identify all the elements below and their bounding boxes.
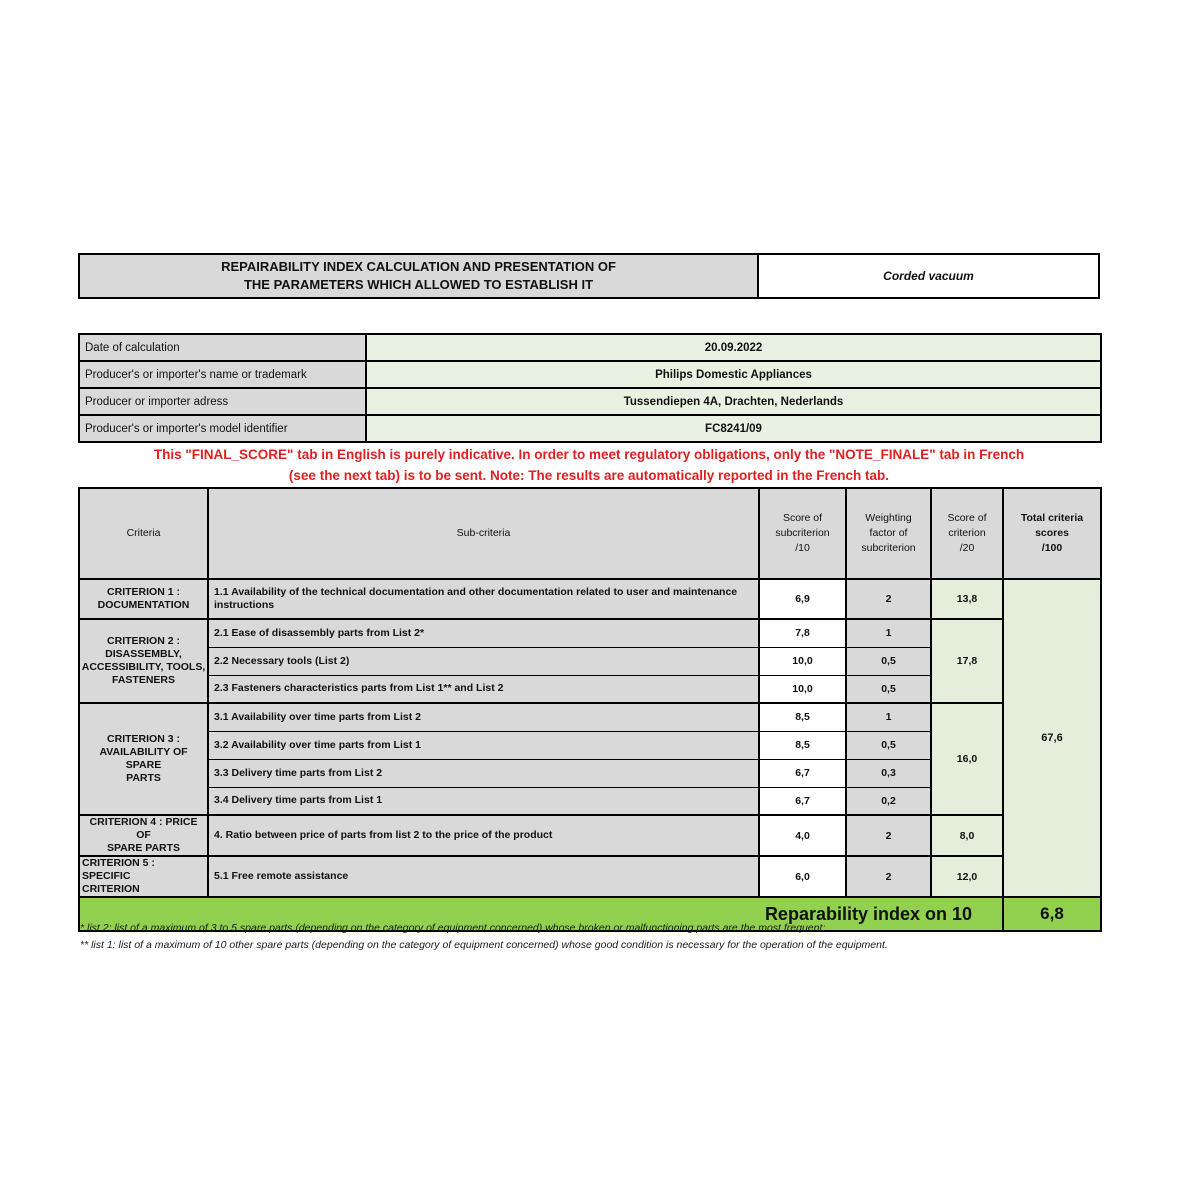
info-value-date: 20.09.2022: [365, 333, 1102, 362]
info-value-producer-name: Philips Domestic Appliances: [365, 360, 1102, 389]
table-row: CRITERION 4 : PRICE OF SPARE PARTS 4. Ra…: [78, 814, 1101, 857]
info-value-model-identifier: FC8241/09: [365, 414, 1102, 443]
criterion-2-score: 17,8: [930, 618, 1004, 704]
total-criteria-score: 67,6: [1002, 578, 1102, 898]
score-3-1: 8,5: [758, 702, 847, 732]
regulatory-notice: This "FINAL_SCORE" tab in English is pur…: [78, 444, 1100, 486]
weight-3-4: 0,2: [845, 786, 932, 816]
subcriterion-3-1: 3.1 Availability over time parts from Li…: [207, 702, 760, 732]
document-title-line2: THE PARAMETERS WHICH ALLOWED TO ESTABLIS…: [243, 277, 594, 292]
header-total-criteria-scores: Total criteria scores /100: [1002, 487, 1102, 580]
table-header-row: Criteria Sub-criteria Score of subcriter…: [78, 487, 1102, 580]
table-row: CRITERION 2 : DISASSEMBLY, ACCESSIBILITY…: [78, 618, 1101, 704]
document-title-line1: REPAIRABILITY INDEX CALCULATION AND PRES…: [221, 259, 616, 274]
footnote-list2: * list 2: list of a maximum of 3 to 5 sp…: [80, 922, 826, 934]
subcriterion-2-3: 2.3 Fasteners characteristics parts from…: [207, 674, 760, 704]
subcriterion-3-3: 3.3 Delivery time parts from List 2: [207, 758, 760, 788]
reparability-index-value: 6,8: [1002, 896, 1102, 932]
header-weighting-factor: Weighting factor of subcriterion: [845, 487, 932, 580]
subcriterion-2-1: 2.1 Ease of disassembly parts from List …: [207, 618, 760, 648]
subcriterion-3-4: 3.4 Delivery time parts from List 1: [207, 786, 760, 816]
criteria-score-table: Criteria Sub-criteria Score of subcriter…: [78, 487, 1102, 932]
weight-3-3: 0,3: [845, 758, 932, 788]
weight-1-1: 2: [845, 578, 932, 620]
table-row: 3.4 Delivery time parts from List 1 6,7 …: [79, 786, 1101, 816]
table-row: Producer's or importer's name or tradema…: [78, 360, 1102, 389]
weight-3-1: 1: [845, 702, 932, 732]
subcriterion-5-1: 5.1 Free remote assistance: [207, 855, 760, 898]
table-row: 3.2 Availability over time parts from Li…: [79, 730, 1101, 760]
table-row: Producer or importer adress Tussendiepen…: [78, 387, 1102, 416]
criterion-3-score: 16,0: [930, 702, 1004, 816]
score-2-2: 10,0: [758, 646, 847, 676]
score-2-1: 7,8: [758, 618, 847, 648]
info-value-producer-address: Tussendiepen 4A, Drachten, Nederlands: [365, 387, 1102, 416]
subcriterion-2-2: 2.2 Necessary tools (List 2): [207, 646, 760, 676]
subcriterion-1-1: 1.1 Availability of the technical docume…: [207, 578, 760, 620]
table-row: CRITERION 5 : SPECIFIC CRITERION 5.1 Fre…: [78, 855, 1101, 898]
table-row: Producer's or importer's model identifie…: [78, 414, 1102, 443]
info-label-model-identifier: Producer's or importer's model identifie…: [78, 414, 367, 443]
score-2-3: 10,0: [758, 674, 847, 704]
table-row: CRITERION 1 : DOCUMENTATION 1.1 Availabi…: [78, 578, 1102, 898]
info-label-producer-address: Producer or importer adress: [78, 387, 367, 416]
score-1-1: 6,9: [758, 578, 847, 620]
footnote-list1: ** list 1: list of a maximum of 10 other…: [80, 939, 888, 951]
criterion-4-score: 8,0: [930, 814, 1004, 857]
score-3-4: 6,7: [758, 786, 847, 816]
header-score-subcriterion: Score of subcriterion /10: [758, 487, 847, 580]
regulatory-notice-line2: (see the next tab) is to be sent. Note: …: [288, 468, 890, 483]
table-row: 2.3 Fasteners characteristics parts from…: [79, 674, 1101, 704]
reparability-index-label: Reparability index on 10: [78, 896, 1004, 932]
footnotes: * list 2: list of a maximum of 3 to 5 sp…: [80, 920, 1120, 954]
criterion-2-label: CRITERION 2 : DISASSEMBLY, ACCESSIBILITY…: [78, 618, 209, 704]
table-row: 2.2 Necessary tools (List 2) 10,0 0,5: [79, 646, 1101, 676]
title-box: REPAIRABILITY INDEX CALCULATION AND PRES…: [78, 253, 1100, 299]
weight-2-3: 0,5: [845, 674, 932, 704]
table-row: CRITERION 3 : AVAILABILITY OF SPARE PART…: [78, 702, 1101, 816]
score-3-3: 6,7: [758, 758, 847, 788]
producer-info-table: Date of calculation 20.09.2022 Producer'…: [78, 333, 1102, 443]
criterion-1-score: 13,8: [930, 578, 1004, 620]
weight-3-2: 0,5: [845, 730, 932, 760]
weight-2-2: 0,5: [845, 646, 932, 676]
info-label-producer-name: Producer's or importer's name or tradema…: [78, 360, 367, 389]
product-category-label: Corded vacuum: [759, 255, 1098, 297]
regulatory-notice-line1: This "FINAL_SCORE" tab in English is pur…: [153, 447, 1025, 462]
header-subcriteria: Sub-criteria: [207, 487, 760, 580]
score-3-2: 8,5: [758, 730, 847, 760]
header-score-criterion: Score of criterion /20: [930, 487, 1004, 580]
criterion-1-label: CRITERION 1 : DOCUMENTATION: [78, 578, 209, 620]
table-row: Date of calculation 20.09.2022: [78, 333, 1102, 362]
score-4: 4,0: [758, 814, 847, 857]
criterion-4-label: CRITERION 4 : PRICE OF SPARE PARTS: [78, 814, 209, 857]
subcriterion-4: 4. Ratio between price of parts from lis…: [207, 814, 760, 857]
weight-2-1: 1: [845, 618, 932, 648]
weight-5-1: 2: [845, 855, 932, 898]
criterion-3-label: CRITERION 3 : AVAILABILITY OF SPARE PART…: [78, 702, 209, 816]
criterion-5-label: CRITERION 5 : SPECIFIC CRITERION: [78, 855, 209, 898]
info-label-date: Date of calculation: [78, 333, 367, 362]
subcriterion-3-2: 3.2 Availability over time parts from Li…: [207, 730, 760, 760]
criterion-5-score: 12,0: [930, 855, 1004, 898]
weight-4: 2: [845, 814, 932, 857]
reparability-index-row: Reparability index on 10 6,8: [78, 896, 1102, 932]
document-title: REPAIRABILITY INDEX CALCULATION AND PRES…: [80, 255, 759, 297]
header-criteria: Criteria: [78, 487, 209, 580]
table-row: 3.3 Delivery time parts from List 2 6,7 …: [79, 758, 1101, 788]
score-5-1: 6,0: [758, 855, 847, 898]
